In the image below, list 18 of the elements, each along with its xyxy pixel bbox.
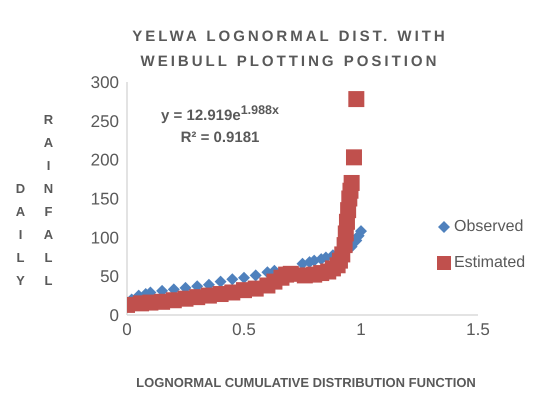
x-tick-label: 0 [122,320,132,340]
y-tick-label: 200 [90,150,119,170]
legend-label: Observed [454,218,524,236]
y-tick-label: 100 [90,228,119,248]
y-tick-label: 300 [90,73,119,92]
chart-title: YELWA LOGNORMAL DIST. WITH WEIBULL PLOTTING POSITION [131,27,449,72]
y-tick-label: 250 [90,112,119,131]
x-tick-label: 0.5 [232,320,256,340]
y-tick-label: 50 [100,267,119,286]
x-tick-label: 1.5 [466,320,490,340]
y-tick-label: 150 [90,190,119,209]
annotation: R² = 0.9181 [180,129,260,146]
annotation: y = 12.919e$^{1.988x}$ [160,103,280,124]
x-tick-label: 1 [356,320,366,340]
legend-label: Estimated [454,254,526,272]
y-axis-title: DAILY RAINFALL [12,111,57,296]
y-tick-label: 0 [110,306,119,326]
x-axis-title: LOGNORMAL CUMULATIVE DISTRIBUTION FUNCTION [135,374,477,392]
